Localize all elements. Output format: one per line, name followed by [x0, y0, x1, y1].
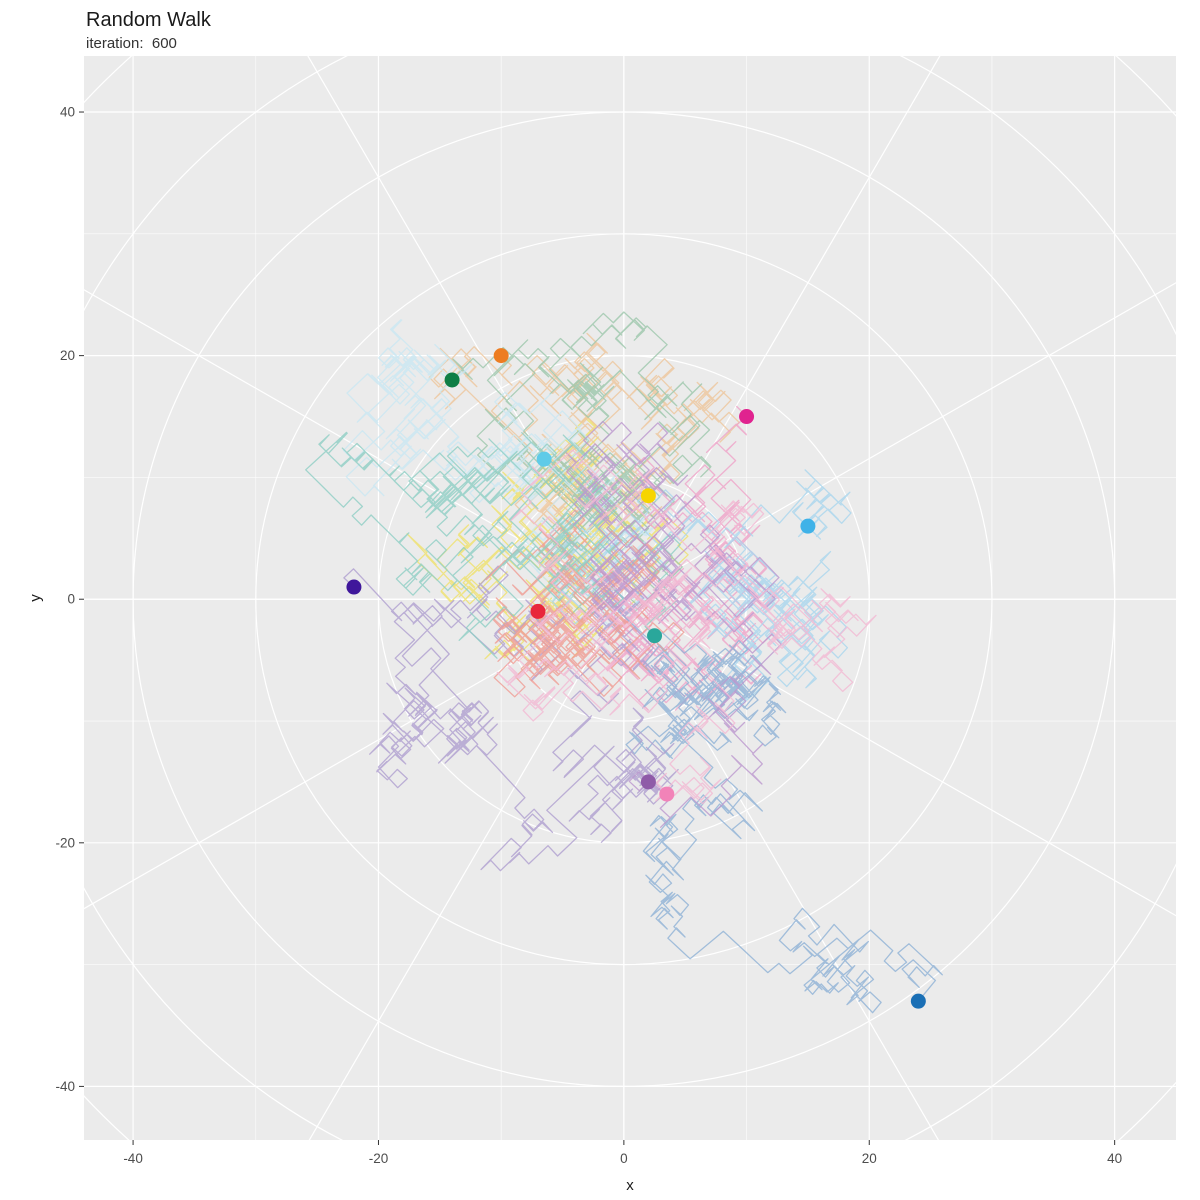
endpoint-dot-red: [530, 603, 546, 619]
grid-spoke: [623, 56, 941, 600]
endpoint-dot-steel-blue: [910, 993, 926, 1009]
walk-trace-rose: [496, 449, 877, 805]
walk-trace-teal: [305, 431, 681, 659]
walk-trace-violet: [565, 420, 782, 828]
endpoint-dots-layer: [346, 348, 926, 1009]
endpoint-dot-sky-blue: [800, 518, 816, 534]
walk-trace-steel-blue: [614, 589, 943, 1014]
walk-trace-gold: [406, 415, 689, 663]
chart-subtitle: iteration: 600: [86, 35, 177, 52]
x-tick-label: -20: [369, 1151, 389, 1166]
endpoint-dot-violet: [640, 774, 656, 790]
endpoint-dot-gold: [640, 488, 656, 504]
x-tick-label: 0: [620, 1151, 628, 1166]
endpoint-dot-rose: [659, 786, 675, 802]
y-tick-label: -20: [55, 835, 75, 850]
x-tick-label: -40: [123, 1151, 143, 1166]
endpoint-dot-sea-green: [444, 372, 460, 388]
x-axis-title: x: [626, 1177, 634, 1194]
endpoint-dot-sand: [493, 348, 509, 364]
x-tick-label: 40: [1107, 1151, 1122, 1166]
y-axis-title: y: [27, 594, 44, 602]
y-tick-label: 40: [60, 105, 75, 120]
grid-spoke: [84, 289, 625, 600]
grid-spoke: [623, 598, 940, 1140]
endpoint-dot-lavender: [346, 579, 362, 595]
endpoint-dot-teal: [647, 628, 663, 644]
walk-trace-lavender: [343, 565, 679, 872]
grid-spoke: [84, 598, 625, 910]
grid-spoke: [623, 282, 1176, 600]
x-tick-label: 20: [862, 1151, 877, 1166]
endpoint-dot-magenta: [739, 409, 755, 425]
y-tick-label: 20: [60, 348, 75, 363]
endpoint-dot-pale-cyan: [536, 451, 552, 467]
y-tick-label: -40: [55, 1079, 75, 1094]
walk-traces-layer: [305, 311, 943, 1014]
axes-layer: -40 -20 0 20 40 -40 -20 0 20 40 x y: [27, 105, 1122, 1194]
chart-title: Random Walk: [86, 9, 211, 31]
grid-spoke: [623, 598, 1176, 917]
y-tick-label: 0: [67, 592, 75, 607]
grid-spoke: [307, 56, 625, 600]
grid-spoke: [308, 598, 625, 1140]
